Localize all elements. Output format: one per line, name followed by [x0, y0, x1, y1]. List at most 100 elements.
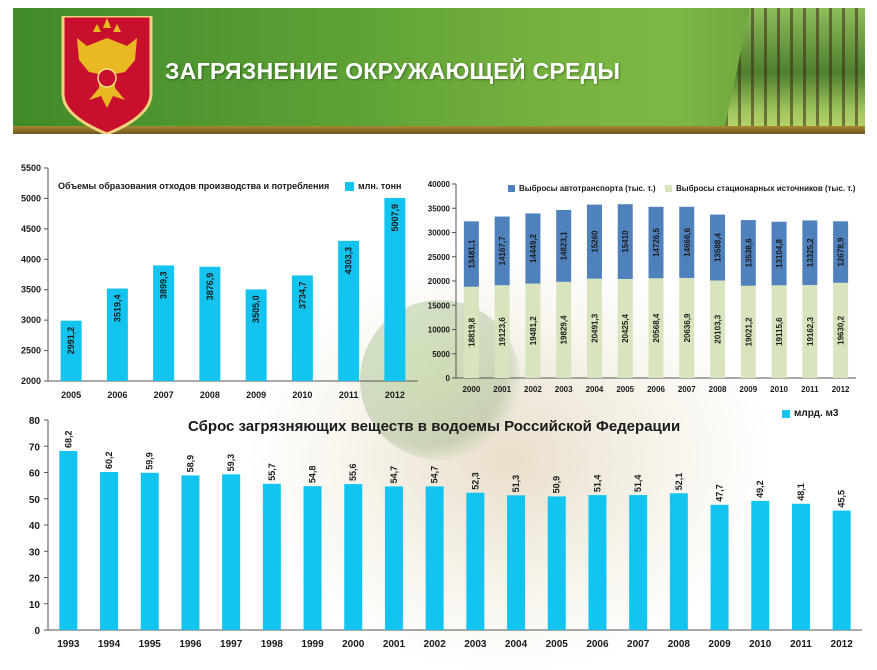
data-label: 49,2	[755, 480, 765, 498]
data-label: 3899,3	[159, 271, 169, 299]
y-tick-label: 10	[29, 600, 41, 611]
data-label: 51,3	[511, 475, 521, 493]
waste-chart-panel: 2000 2500 3000 3500 4000 4500 5000 5500 2991,2 20…	[0, 150, 430, 410]
bar	[466, 492, 485, 630]
bar-transport	[679, 206, 695, 278]
x-tick-label: 2005	[61, 390, 81, 400]
data-label-transport: 13325,2	[806, 238, 815, 267]
y-tick-label: 70	[29, 442, 41, 453]
data-label: 3876,9	[205, 273, 215, 301]
discharge-bar-chart: 0 10 20 30 40 50 60 70 80 68,2 1993 60,2 1994 59,9 199…	[29, 416, 862, 650]
data-label: 52,1	[674, 473, 684, 491]
x-tick-label: 1998	[261, 639, 284, 650]
x-tick-label: 2011	[339, 390, 359, 400]
x-tick-label: 2000	[462, 385, 480, 394]
x-tick-label: 2003	[555, 385, 573, 394]
data-label-transport: 13104,8	[775, 239, 784, 268]
y-tick-label: 25000	[428, 253, 451, 262]
data-label-stationary: 20103,3	[714, 314, 723, 343]
data-label-transport: 13538,6	[744, 238, 753, 267]
bar-stationary	[463, 286, 479, 378]
bar-stationary	[771, 285, 787, 378]
data-label-transport: 14449,2	[529, 233, 538, 262]
data-label: 45,5	[837, 490, 847, 508]
waste-chart-title: Объемы образования отходов производства …	[58, 181, 330, 191]
bar-transport	[771, 221, 787, 286]
y-tick-label: 30000	[428, 229, 451, 238]
x-tick-label: 2009	[708, 639, 731, 650]
data-label-transport: 14666,6	[683, 227, 692, 256]
bar	[245, 289, 267, 381]
legend-swatch	[665, 185, 672, 192]
bar-transport	[710, 214, 726, 281]
bar	[384, 486, 403, 630]
x-tick-label: 2005	[616, 385, 634, 394]
y-tick-label: 30	[29, 547, 41, 558]
y-tick-label: 80	[29, 416, 41, 427]
data-label-stationary: 20636,9	[683, 313, 692, 342]
data-label-transport: 13481,1	[467, 239, 476, 268]
bar	[669, 493, 688, 630]
x-tick-label: 2008	[709, 385, 727, 394]
bar-transport	[525, 213, 541, 284]
data-label-stationary: 19630,2	[837, 315, 846, 344]
x-tick-label: 2008	[200, 390, 220, 400]
discharge-legend: млрд. м3	[782, 408, 838, 419]
bar-transport	[740, 220, 756, 286]
x-tick-label: 2006	[586, 639, 609, 650]
data-label-transport: 13588,4	[714, 233, 723, 262]
data-label: 51,4	[592, 475, 602, 493]
y-tick-label: 20	[29, 574, 41, 585]
emissions-legend-transport: Выбросы автотранспорта (тыс. т.)	[508, 184, 656, 193]
data-label-stationary: 20491,3	[590, 313, 599, 342]
data-label-stationary: 19162,3	[806, 317, 815, 346]
russian-coat-of-arms-icon	[61, 16, 153, 134]
x-tick-label: 2007	[678, 385, 696, 394]
y-tick-label: 3500	[21, 285, 41, 295]
x-tick-label: 2004	[586, 385, 604, 394]
y-tick-label: 10000	[428, 326, 451, 335]
x-tick-label: 2012	[832, 385, 850, 394]
bar	[303, 486, 322, 630]
bar-stationary	[833, 282, 849, 378]
data-label: 3505,0	[251, 295, 261, 323]
bar-stationary	[710, 280, 726, 378]
data-label-stationary: 19115,6	[775, 317, 784, 346]
discharge-chart-title: Сброс загрязняющих веществ в водоемы Рос…	[188, 418, 681, 435]
x-tick-label: 2002	[524, 385, 542, 394]
x-tick-label: 2011	[801, 385, 819, 394]
legend-label: Выбросы автотранспорта (тыс. т.)	[519, 184, 656, 193]
data-label-stationary: 19829,4	[560, 315, 569, 344]
data-label: 5007,9	[390, 204, 400, 232]
bar	[791, 503, 810, 630]
bar-transport	[617, 204, 633, 279]
y-tick-label: 60	[29, 469, 41, 480]
bar	[140, 472, 159, 630]
x-tick-label: 2003	[464, 639, 487, 650]
x-tick-label: 2001	[383, 639, 406, 650]
x-tick-label: 1993	[57, 639, 80, 650]
x-tick-label: 2012	[385, 390, 405, 400]
bar	[588, 495, 607, 630]
x-tick-label: 2006	[647, 385, 665, 394]
x-tick-label: 2012	[831, 639, 854, 650]
y-tick-label: 0	[34, 626, 40, 637]
data-label-stationary: 20425,4	[621, 313, 630, 342]
bar	[425, 486, 444, 630]
x-tick-label: 2005	[546, 639, 569, 650]
y-tick-label: 5500	[21, 163, 41, 173]
bar-stationary	[617, 278, 633, 378]
y-tick-label: 2500	[21, 346, 41, 356]
bar-transport	[833, 221, 849, 283]
data-label-stationary: 19481,2	[529, 316, 538, 345]
x-tick-label: 2008	[668, 639, 691, 650]
banner-border	[13, 126, 865, 134]
legend-swatch	[508, 185, 515, 192]
data-label-transport: 15260	[590, 230, 599, 253]
bar-transport	[586, 204, 602, 279]
header-banner: ЗАГРЯЗНЕНИЕ ОКРУЖАЮЩЕЙ СРЕДЫ	[13, 8, 865, 134]
data-label: 47,7	[715, 484, 725, 502]
bar	[106, 288, 128, 381]
x-tick-label: 2009	[739, 385, 757, 394]
y-tick-label: 50	[29, 495, 41, 506]
